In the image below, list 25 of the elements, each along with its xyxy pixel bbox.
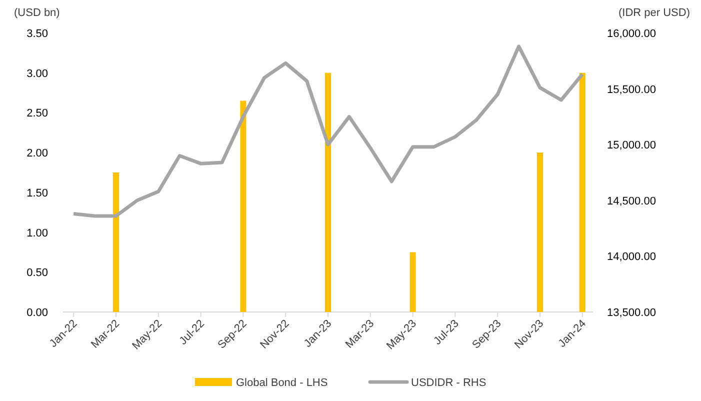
y2-tick-label: 15,500.00: [607, 84, 656, 96]
y-tick-label: 1.00: [26, 227, 48, 240]
y-tick-label: 3.50: [26, 28, 48, 40]
y-tick-label: 0.50: [26, 267, 48, 280]
y2-tick-label: 15,000.00: [607, 140, 656, 152]
y2-tick-label: 16,000.00: [607, 28, 656, 40]
bar: [537, 152, 543, 312]
y-tick-label: 1.50: [26, 187, 48, 200]
y2-tick-label: 14,500.00: [607, 195, 656, 208]
bar: [325, 72, 331, 312]
y-axis-title: (USD bn): [14, 7, 60, 19]
legend-label: Global Bond - LHS: [236, 377, 328, 389]
y2-tick-label: 14,000.00: [607, 251, 656, 264]
bar: [113, 172, 119, 312]
bar: [410, 252, 416, 312]
legend-label: USDIDR - RHS: [411, 377, 486, 389]
y-tick-label: 0.00: [26, 307, 48, 319]
bar: [579, 72, 586, 312]
y-tick-label: 2.50: [26, 108, 48, 120]
bar: [240, 100, 246, 312]
y-tick-label: 3.00: [26, 68, 48, 80]
y2-tick-label: 13,500.00: [607, 307, 656, 319]
y-tick-label: 2.00: [26, 148, 48, 160]
y2-axis-title: (IDR per USD): [618, 7, 690, 19]
line-series: [72, 44, 584, 218]
